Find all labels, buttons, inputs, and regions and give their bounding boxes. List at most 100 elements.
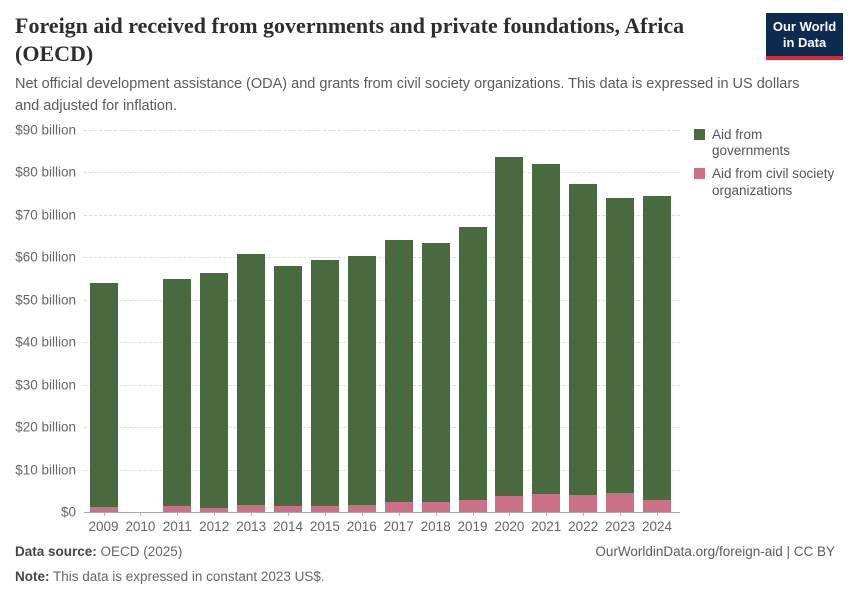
- bar-segment-governments[interactable]: [421, 242, 450, 502]
- x-tick-label-2018: 2018: [420, 519, 451, 534]
- y-axis: $0 $10 billion $20 billion $30 billion $40 b…: [0, 123, 76, 520]
- logo-line1: Our World: [772, 19, 837, 34]
- chart: $0 $10 billion $20 billion $30 billion $40 b…: [0, 118, 850, 543]
- bar-2024[interactable]: [643, 196, 671, 512]
- x-tick-label-2012: 2012: [199, 519, 230, 534]
- gridline: [84, 299, 680, 301]
- bar-2019[interactable]: [458, 226, 487, 512]
- bar-segment-civil-society[interactable]: [274, 506, 302, 512]
- bar-segment-governments[interactable]: [458, 226, 487, 501]
- x-tick: [657, 512, 658, 516]
- y-tick-label: $40 billion: [15, 334, 76, 350]
- legend-swatch: [694, 168, 705, 180]
- x-tick: [472, 512, 474, 516]
- x-tick-label-2022: 2022: [568, 519, 599, 534]
- x-tick-label-2021: 2021: [531, 519, 562, 534]
- x-tick: [583, 512, 585, 516]
- bar-2011[interactable]: [163, 278, 192, 512]
- gridline: [84, 257, 680, 259]
- plot-area: [84, 130, 680, 513]
- legend-item-governments[interactable]: Aid from governments: [694, 127, 844, 159]
- bar-segment-governments[interactable]: [643, 196, 671, 501]
- gridline: [84, 342, 680, 344]
- bar-2022[interactable]: [569, 183, 598, 512]
- bar-segment-governments[interactable]: [569, 183, 598, 496]
- bar-segment-governments[interactable]: [606, 198, 635, 493]
- data-source-label: Data source:: [15, 544, 97, 559]
- x-tick-label-2016: 2016: [346, 519, 377, 534]
- y-tick-label: $0: [60, 504, 76, 520]
- x-tick: [214, 512, 216, 516]
- x-tick: [140, 512, 142, 516]
- y-tick-label: $20 billion: [15, 419, 76, 435]
- note-label: Note:: [15, 569, 50, 584]
- x-axis-line: [84, 512, 680, 513]
- bar-2012[interactable]: [200, 273, 229, 512]
- bar-segment-governments[interactable]: [347, 255, 376, 506]
- data-source-value: OECD (2025): [96, 544, 183, 559]
- bar-segment-civil-society[interactable]: [643, 500, 671, 512]
- bar-segment-civil-society[interactable]: [569, 495, 598, 512]
- logo-line2: in Data: [782, 34, 827, 50]
- legend-label-governments: Aid from governments: [712, 127, 791, 159]
- bar-segment-governments[interactable]: [200, 273, 229, 508]
- bar-segment-civil-society[interactable]: [532, 494, 561, 512]
- x-tick: [361, 512, 363, 516]
- gridline: [84, 130, 680, 131]
- gridline: [84, 214, 680, 216]
- note: Note: This data is expressed in constant…: [15, 569, 835, 584]
- bar-segment-governments[interactable]: [310, 260, 339, 507]
- bar-segment-civil-society[interactable]: [458, 500, 487, 512]
- bar-segment-governments[interactable]: [163, 278, 192, 507]
- owid-link[interactable]: OurWorldinData.org/foreign-aid | CC BY: [595, 544, 835, 559]
- bar-segment-governments[interactable]: [532, 163, 561, 495]
- gridline: [84, 384, 680, 386]
- bar-segment-governments[interactable]: [384, 239, 413, 503]
- bar-segment-governments[interactable]: [89, 282, 118, 507]
- bar-segment-civil-society[interactable]: [495, 495, 524, 512]
- bar-segment-governments[interactable]: [495, 156, 524, 496]
- page-title: Foreign aid received from governments an…: [15, 13, 685, 66]
- x-tick: [177, 512, 179, 516]
- x-tick-label-2011: 2011: [162, 519, 192, 534]
- owid-logo[interactable]: Our World in Data: [766, 13, 843, 61]
- gridline: [84, 427, 680, 429]
- y-tick-label: $10 billion: [15, 462, 76, 478]
- bar-segment-civil-society[interactable]: [89, 506, 118, 512]
- bar-segment-civil-society[interactable]: [384, 502, 413, 512]
- x-tick-label-2024: 2024: [641, 519, 673, 534]
- bar-segment-civil-society[interactable]: [200, 507, 229, 512]
- x-tick-label-2010: 2010: [125, 519, 156, 534]
- bar-2018[interactable]: [421, 242, 450, 512]
- bar-2020[interactable]: [495, 156, 524, 512]
- bar-segment-civil-society[interactable]: [310, 506, 339, 512]
- x-tick: [251, 512, 253, 516]
- bar-2014[interactable]: [274, 266, 302, 512]
- bar-2015[interactable]: [310, 260, 339, 512]
- bar-2009[interactable]: [89, 282, 118, 512]
- bar-segment-civil-society[interactable]: [163, 506, 192, 512]
- bar-segment-civil-society[interactable]: [606, 492, 635, 512]
- note-value: This data is expressed in constant 2023 …: [49, 569, 325, 584]
- bar-segment-civil-society[interactable]: [347, 505, 376, 512]
- bar-2016[interactable]: [347, 255, 376, 512]
- x-tick: [288, 512, 289, 516]
- legend-swatch: [694, 129, 705, 140]
- x-tick: [324, 512, 326, 516]
- bar-2021[interactable]: [532, 163, 561, 512]
- bar-segment-civil-society[interactable]: [237, 505, 266, 512]
- bar-2023[interactable]: [606, 198, 635, 512]
- x-tick-label-2019: 2019: [457, 519, 488, 534]
- bar-segment-civil-society[interactable]: [421, 501, 450, 512]
- x-tick-label-2017: 2017: [383, 519, 414, 534]
- legend-item-civil-society[interactable]: Aid from civil society organizations: [694, 166, 844, 198]
- x-tick: [620, 512, 622, 516]
- bar-segment-governments[interactable]: [237, 253, 266, 506]
- bar-2017[interactable]: [384, 239, 413, 512]
- footer: Data source: OECD (2025) OurWorldinData.…: [15, 544, 835, 584]
- bar-segment-governments[interactable]: [274, 266, 302, 507]
- chart-subtitle: Net official development assistance (ODA…: [15, 76, 800, 114]
- x-tick-label-2020: 2020: [494, 519, 525, 534]
- x-tick: [103, 512, 105, 516]
- bar-2013[interactable]: [237, 253, 266, 512]
